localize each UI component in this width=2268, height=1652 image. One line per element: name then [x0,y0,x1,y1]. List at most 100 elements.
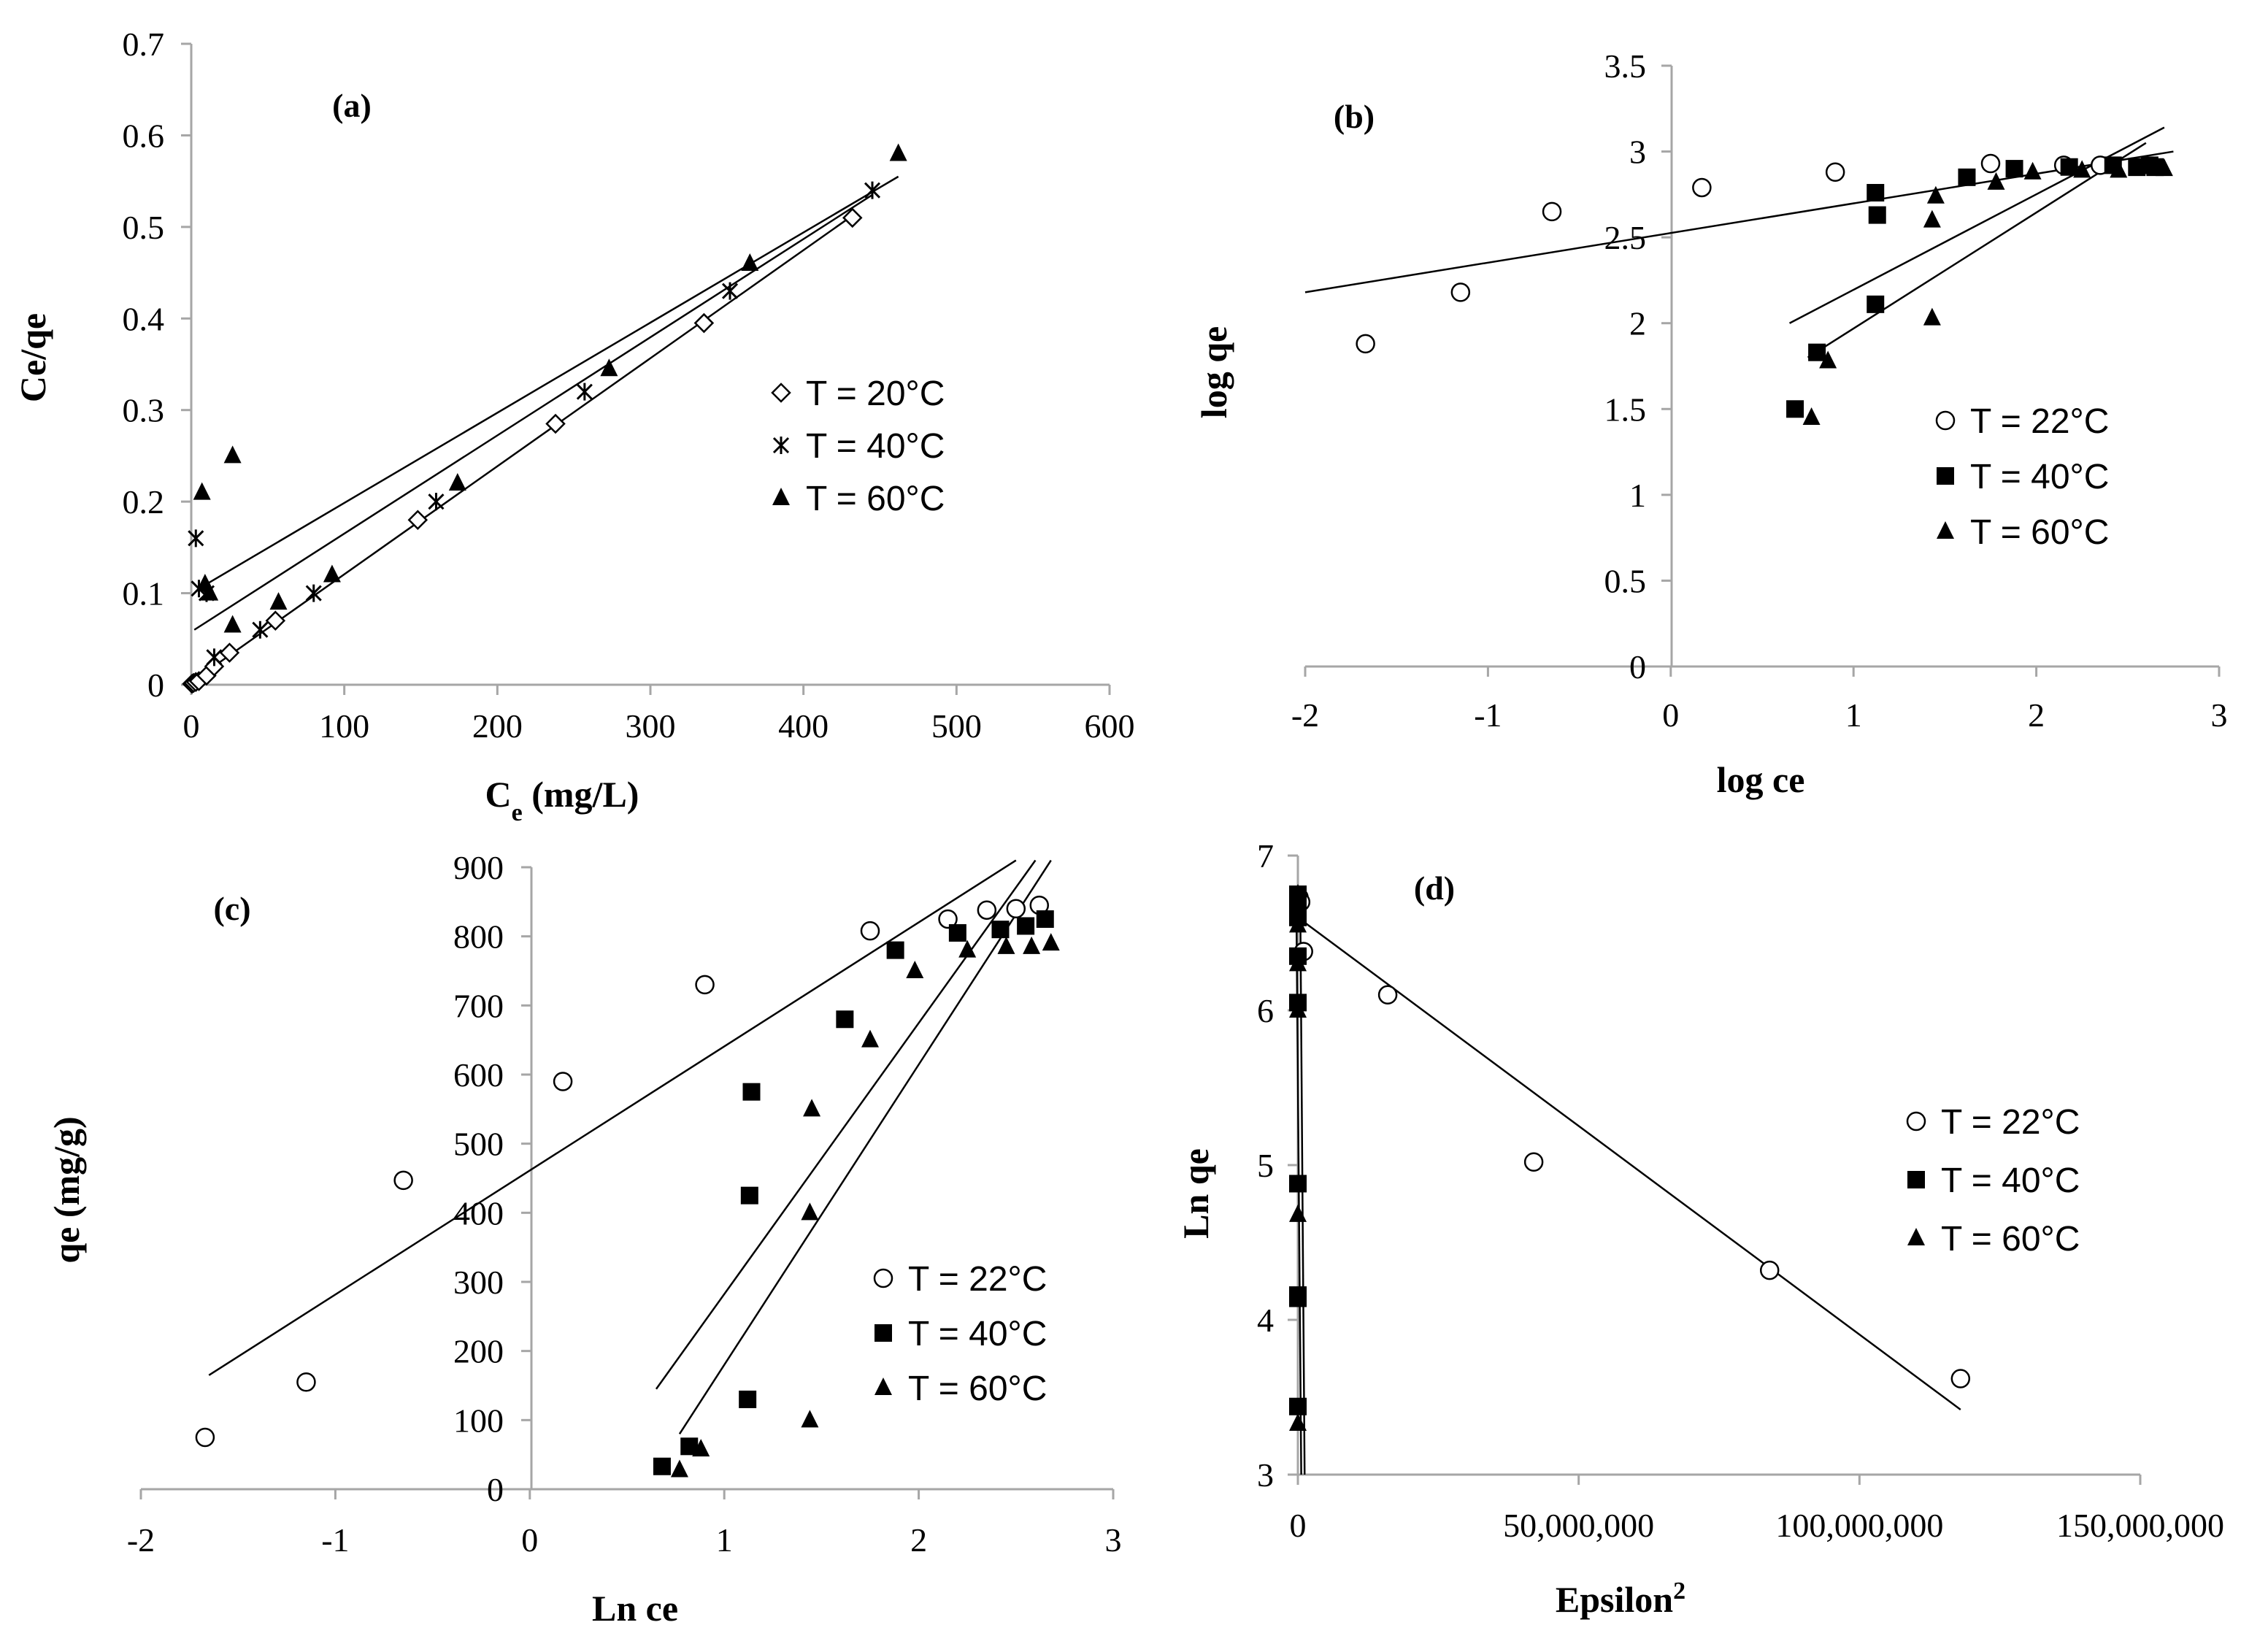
data-point [1819,350,1837,369]
data-point [1356,334,1375,354]
y-tick-label: 800 [453,918,504,956]
legend-label: T = 60°C [908,1369,1047,1408]
series-1 [195,895,1050,1448]
data-point [1786,400,1804,418]
data-point [223,445,242,464]
y-tick-label: 0.1 [123,575,165,612]
legend-marker [772,437,790,454]
data-point [576,383,593,401]
data-point [1808,343,1826,361]
series-3 [1802,158,2173,426]
x-tick-label: 2 [910,1521,927,1559]
legend-label: T = 40°C [908,1315,1047,1353]
data-point [1987,172,2005,190]
x-tick-label: 0 [1290,1507,1307,1544]
data-point [553,1072,573,1091]
legend-marker [1937,467,1954,485]
data-point [1802,407,1821,426]
data-point [1377,985,1398,1005]
y-tick-label: 3 [1629,134,1646,171]
data-point [864,181,881,199]
data-point [991,921,1010,939]
data-point [1523,1152,1544,1172]
data-point [801,1202,819,1221]
y-tick-label: 7 [1257,837,1274,875]
data-point [428,493,445,511]
legend-label: T = 22°C [1941,1103,2080,1142]
series-1 [182,207,863,694]
x-tick-label: 500 [931,707,982,745]
data-point [739,1390,757,1408]
x-tick-label: 2 [2028,696,2045,734]
data-point [741,253,759,272]
x-tick-label: 300 [626,707,676,745]
data-point [938,909,958,929]
y-tick-label: 700 [453,987,504,1024]
y-tick-label: 0 [147,666,164,704]
y-tick-label: 0 [487,1471,504,1508]
x-tick-label: 150,000,000 [2056,1507,2224,1544]
legend-label: T = 40°C [1941,1161,2080,1200]
legend-label: T = 40°C [806,427,945,466]
data-point [886,941,904,959]
data-point [997,936,1015,954]
x-tick-label: -2 [1291,696,1319,734]
data-point [948,923,966,942]
data-point [296,1372,316,1392]
data-point [1450,283,1471,302]
y-tick-label: 100 [453,1402,504,1439]
data-point [1289,884,1307,902]
series-3 [1289,884,1307,1432]
y-tick-label: 3 [1257,1456,1274,1494]
data-point [693,312,715,334]
x-axis-title-unit: (mg/L) [523,774,639,815]
data-point [193,482,211,500]
chart-panel-a: 0 100 200 300 400 500 600 0 0.1 0.2 0.3 0.4 0.5 0.6 0.… [12,26,1135,826]
trendline-1 [208,859,1017,1376]
y-tick-label: 0.7 [123,26,165,63]
trendline-3 [198,175,899,590]
data-point [1289,1397,1307,1415]
y-axis-title: log qe [1193,326,1234,418]
data-point [1980,153,2001,174]
trendline-1 [1297,916,1961,1410]
y-tick-label: 300 [453,1264,504,1301]
y-axis-title: Ln qe [1175,1148,1216,1239]
x-tick-label: 3 [2211,696,2228,734]
x-axis-title-main: Ln ce [592,1588,678,1629]
x-axis-title: Epsilon2 [1556,1578,1685,1621]
y-tick-label: 0 [1629,648,1646,685]
y-tick-label: 500 [453,1126,504,1163]
trendline-3 [1807,142,2147,358]
legend-marker [873,1268,893,1288]
data-point [393,1170,413,1191]
data-point [195,1427,215,1448]
x-tick-label: 200 [472,707,523,745]
x-axis-title-superscript: 2 [1673,1578,1685,1605]
panel-label: (a) [332,87,372,124]
data-point [448,473,466,491]
x-tick-label: -1 [1474,696,1502,734]
y-tick-label: 5 [1257,1147,1274,1184]
data-point [1926,185,1945,204]
panel-label: (d) [1414,869,1455,907]
y-tick-label: 3.5 [1604,47,1647,85]
legend-label: T = 22°C [908,1260,1047,1299]
y-tick-label: 0.5 [1604,562,1647,599]
series-3 [193,143,907,633]
data-point [958,940,977,958]
y-tick-label: 6 [1257,992,1274,1029]
trendline-2 [655,859,1037,1390]
data-point [1023,936,1041,954]
legend-label: T = 60°C [1941,1220,2080,1259]
x-axis-title-main: C [485,774,512,815]
data-point [1289,1000,1307,1018]
data-point [1759,1260,1780,1280]
data-point [670,1459,688,1478]
legend-marker [1937,521,1954,539]
legend-marker [771,383,791,403]
data-point [323,564,341,583]
legend-label: T = 60°C [806,480,945,518]
data-point [1036,910,1054,928]
